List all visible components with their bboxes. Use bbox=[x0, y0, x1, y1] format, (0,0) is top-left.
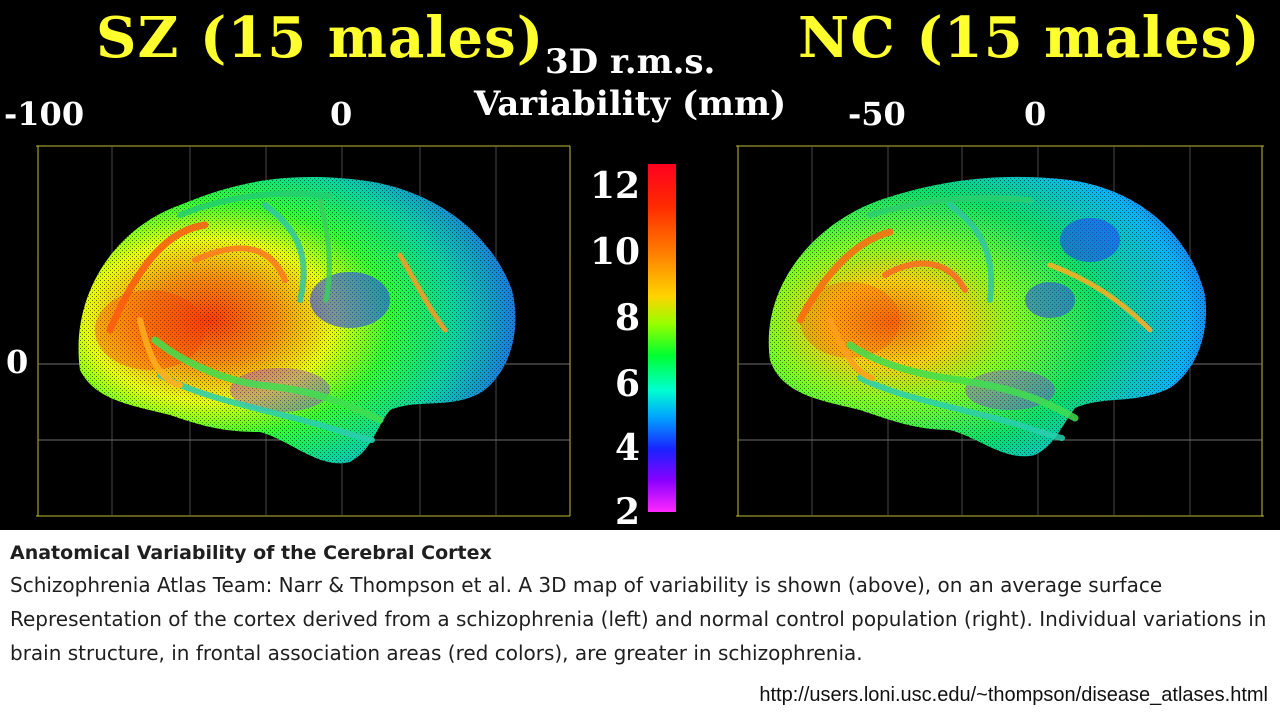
colorbar-tick-4: 4 bbox=[614, 427, 640, 469]
left-grid bbox=[36, 145, 571, 517]
colorbar-tick-6: 6 bbox=[614, 363, 640, 405]
colorbar-tick-8: 8 bbox=[614, 297, 640, 339]
colorbar-tick-12: 12 bbox=[590, 165, 641, 207]
legend-title-line2: Variability (mm) bbox=[474, 84, 787, 124]
colorbar-tick-2: 2 bbox=[614, 491, 640, 530]
caption: Anatomical Variability of the Cerebral C… bbox=[10, 538, 1272, 670]
caption-body: Schizophrenia Atlas Team: Narr & Thompso… bbox=[10, 573, 1267, 665]
left-axis-tick-zero: 0 bbox=[330, 95, 353, 133]
nc-brain-map bbox=[768, 176, 1207, 457]
nc-title: NC (15 males) bbox=[798, 5, 1261, 71]
sz-brain-map bbox=[78, 177, 516, 464]
sz-title: SZ (15 males) bbox=[96, 5, 545, 71]
left-axis-tick-minus100: -100 bbox=[4, 95, 85, 133]
brain-maps-graphic bbox=[36, 145, 1264, 517]
right-axis-tick-zero: 0 bbox=[1024, 95, 1047, 133]
variability-colorbar bbox=[648, 164, 676, 512]
left-axis-side-zero: 0 bbox=[6, 343, 29, 381]
variability-figure: SZ (15 males) NC (15 males) 3D r.m.s. Va… bbox=[0, 0, 1280, 530]
right-grid bbox=[736, 145, 1264, 517]
right-axis-tick-minus50: -50 bbox=[848, 95, 906, 133]
colorbar-tick-10: 10 bbox=[590, 231, 641, 273]
caption-title: Anatomical Variability of the Cerebral C… bbox=[10, 542, 492, 564]
source-url: http://users.loni.usc.edu/~thompson/dise… bbox=[759, 684, 1268, 706]
legend-title-line1: 3D r.m.s. bbox=[545, 42, 716, 82]
